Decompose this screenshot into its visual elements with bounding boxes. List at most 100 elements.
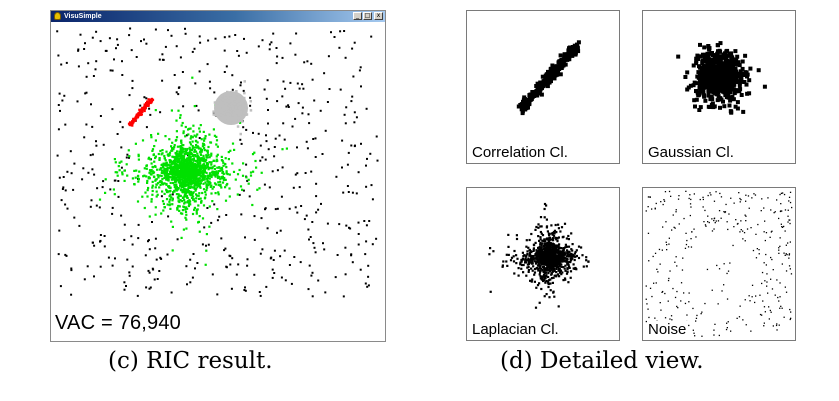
noise-point: [756, 248, 758, 250]
noise-point: [317, 208, 320, 211]
laplacian-point: [558, 256, 561, 259]
laplacian-point: [201, 175, 204, 178]
correlation-point: [145, 103, 148, 106]
laplacian-point: [558, 275, 561, 278]
close-button[interactable]: x: [374, 12, 383, 20]
noise-point: [724, 211, 726, 214]
gaussian-point: [702, 45, 707, 50]
gaussian-point: [713, 60, 718, 65]
noise-point: [790, 273, 793, 275]
noise-point: [763, 322, 765, 324]
laplacian-point: [197, 159, 200, 162]
noise-point: [99, 234, 102, 236]
laplacian-point: [195, 193, 198, 196]
laplacian-point: [538, 273, 541, 276]
laplacian-point: [198, 161, 201, 164]
noise-point: [707, 194, 709, 197]
noise-point: [184, 27, 186, 30]
noise-point: [764, 220, 766, 222]
noise-point: [61, 188, 64, 190]
laplacian-point: [206, 180, 209, 183]
noise-point: [349, 227, 352, 230]
laplacian-point: [224, 157, 227, 160]
noise-point: [117, 180, 120, 182]
laplacian-point: [221, 175, 224, 178]
gaussian-point: [712, 82, 717, 87]
noise-point: [64, 253, 67, 256]
noise-point: [354, 144, 356, 147]
laplacian-point: [567, 250, 570, 253]
noise-point: [175, 91, 178, 94]
laplacian-point: [212, 185, 215, 189]
noise-point: [668, 190, 671, 193]
noise-point: [779, 193, 781, 196]
noise-point: [231, 88, 234, 91]
laplacian-point: [194, 164, 197, 167]
laplacian-point: [203, 139, 206, 142]
laplacian-point: [224, 186, 227, 189]
laplacian-point: [546, 237, 549, 240]
laplacian-point: [204, 190, 207, 194]
laplacian-point: [547, 282, 550, 285]
laplacian-point: [199, 157, 202, 160]
gaussian-point: [694, 97, 699, 102]
laplacian-point: [137, 158, 140, 161]
correlation-point: [527, 93, 532, 98]
noise-point: [123, 288, 126, 291]
gaussian-point: [727, 103, 732, 108]
noise-point: [680, 300, 682, 302]
laplacian-point: [185, 161, 188, 164]
noise-point: [700, 313, 702, 315]
noise-point: [181, 71, 184, 73]
gaussian-point: [698, 42, 702, 47]
noise-point: [762, 300, 764, 302]
laplacian-point: [525, 274, 528, 277]
laplacian-point: [174, 157, 177, 161]
laplacian-point: [188, 201, 191, 204]
noise-point: [58, 92, 61, 95]
laplacian-point: [535, 255, 538, 258]
laplacian-point: [200, 179, 203, 182]
noise-point: [339, 30, 342, 33]
noise-point: [216, 219, 219, 222]
noise-point: [246, 264, 249, 267]
laplacian-point: [165, 178, 168, 181]
laplacian-point: [553, 295, 556, 298]
laplacian-point: [539, 267, 542, 270]
gaussian-point: [688, 83, 693, 88]
laplacian-point: [187, 204, 190, 208]
laplacian-point: [228, 173, 231, 176]
maximize-button[interactable]: □: [363, 12, 372, 20]
noise-point: [367, 284, 370, 287]
correlation-point: [535, 81, 540, 86]
noise-point: [273, 272, 276, 274]
noise-point: [229, 255, 232, 258]
noise-point: [691, 231, 693, 233]
noise-point: [245, 128, 248, 131]
gaussian-point: [718, 41, 723, 46]
laplacian-point: [128, 155, 131, 158]
laplacian-point: [538, 301, 541, 304]
laplacian-point: [519, 261, 522, 264]
noise-point: [745, 215, 747, 217]
scatter-canvas[interactable]: VAC = 76,940: [51, 22, 385, 341]
gaussian-point: [724, 56, 729, 61]
laplacian-point: [168, 166, 171, 170]
noise-point: [742, 230, 744, 232]
gaussian-point: [702, 94, 707, 99]
laplacian-point: [550, 224, 553, 227]
noise-point: [265, 97, 268, 100]
laplacian-point: [545, 279, 548, 282]
noise-point: [645, 285, 647, 287]
laplacian-point: [548, 296, 551, 299]
title-bar[interactable]: VisuSimple _ □ x: [51, 11, 385, 22]
gaussian-point: [726, 95, 731, 100]
laplacian-point: [165, 173, 169, 176]
minimize-button[interactable]: _: [353, 12, 362, 20]
laplacian-point: [113, 193, 116, 196]
correlation-point: [539, 86, 544, 91]
laplacian-point: [169, 189, 172, 192]
laplacian-point: [559, 269, 563, 272]
laplacian-point: [489, 247, 492, 250]
laplacian-point: [181, 154, 184, 157]
